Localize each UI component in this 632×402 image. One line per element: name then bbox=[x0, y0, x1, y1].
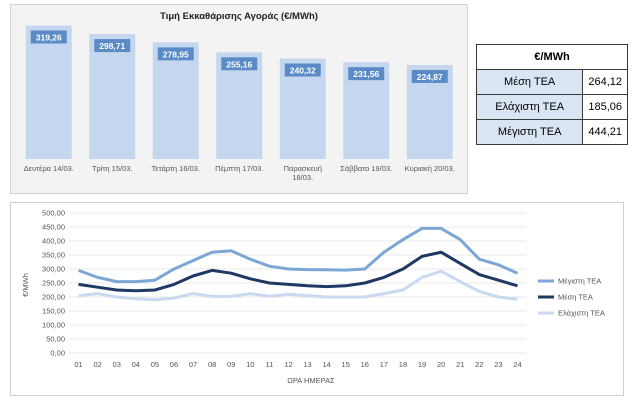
bar-value-label-bg bbox=[284, 63, 321, 77]
y-tick-label: 450,00 bbox=[42, 223, 65, 232]
x-tick-label: 21 bbox=[456, 360, 464, 369]
category-label: 18/03. bbox=[292, 173, 313, 182]
row-value-max: 444,21 bbox=[582, 119, 628, 145]
legend-label: Μέγιστη ΤΕΑ bbox=[558, 277, 601, 286]
line-series-group bbox=[77, 226, 519, 302]
category-label: Τετάρτη 16/03. bbox=[151, 164, 200, 173]
category-label: Τρίτη 15/03. bbox=[92, 164, 133, 173]
bar-value-label: 255,16 bbox=[226, 59, 252, 69]
category-label: Παρασκευή bbox=[284, 164, 322, 173]
bar-value-label: 319,26 bbox=[36, 32, 62, 42]
x-tick-label: 12 bbox=[284, 360, 292, 369]
y-tick-labels: 0,00 50,00 100,00 150,00 200,00 250,00 300,00 3… bbox=[42, 209, 65, 358]
bar-value-label: 240,32 bbox=[290, 66, 316, 76]
y-tick-label: 200,00 bbox=[42, 293, 65, 302]
x-tick-label: 15 bbox=[342, 360, 350, 369]
x-tick-label: 08 bbox=[208, 360, 216, 369]
y-tick-label: 350,00 bbox=[42, 251, 65, 260]
bar-value-label: 231,56 bbox=[353, 69, 379, 79]
table-header-row: €/MWh bbox=[476, 44, 628, 70]
hourly-tea-line-chart: 0,00 50,00 100,00 150,00 200,00 250,00 300,00 3… bbox=[21, 209, 605, 386]
tea-stats-table: €/MWh Μέση ΤΕΑ 264,12 Ελάχιστη ΤΕΑ 185,0… bbox=[475, 44, 628, 145]
series-line bbox=[78, 269, 518, 302]
x-tick-label: 18 bbox=[399, 360, 407, 369]
y-tick-label: 300,00 bbox=[42, 265, 65, 274]
bar bbox=[89, 34, 136, 159]
row-label-mean: Μέση ΤΕΑ bbox=[475, 69, 584, 95]
bar-chart-title: Τιμή Εκκαθάρισης Αγοράς (€/MWh) bbox=[160, 11, 318, 22]
bar-value-label: 298,71 bbox=[99, 41, 125, 51]
x-tick-label: 06 bbox=[170, 360, 178, 369]
category-label: Δευτέρα 14/03. bbox=[24, 164, 74, 173]
bar-value-label-bg bbox=[30, 30, 67, 44]
x-tick-label: 13 bbox=[303, 360, 311, 369]
x-tick-label: 17 bbox=[380, 360, 388, 369]
x-tick-label: 03 bbox=[113, 360, 121, 369]
bar-value-label-bg bbox=[94, 39, 131, 53]
table-row: Ελάχιστη ΤΕΑ 185,06 bbox=[475, 94, 628, 120]
y-tick-label: 400,00 bbox=[42, 237, 65, 246]
bar-value-label: 224,87 bbox=[417, 72, 443, 82]
x-tick-label: 11 bbox=[265, 360, 273, 369]
x-tick-label: 14 bbox=[322, 360, 330, 369]
y-tick-label: 0,00 bbox=[50, 349, 65, 358]
x-tick-label: 05 bbox=[151, 360, 159, 369]
legend-label: Μέση ΤΕΑ bbox=[558, 293, 593, 302]
x-tick-label: 07 bbox=[189, 360, 197, 369]
table-header: €/MWh bbox=[476, 44, 628, 70]
bar-value-label-bg bbox=[157, 47, 194, 61]
x-tick-label: 23 bbox=[494, 360, 502, 369]
y-tick-label: 500,00 bbox=[42, 209, 65, 218]
x-tick-label: 04 bbox=[132, 360, 140, 369]
row-value-min: 185,06 bbox=[582, 94, 628, 120]
y-axis-label: €/MWh bbox=[21, 273, 30, 297]
table-row: Μέγιστη ΤΕΑ 444,21 bbox=[475, 119, 628, 145]
bar bbox=[25, 25, 72, 159]
category-label: Κυριακή 20/03. bbox=[405, 164, 455, 173]
x-tick-label: 10 bbox=[246, 360, 254, 369]
x-tick-label: 20 bbox=[437, 360, 445, 369]
x-tick-label: 02 bbox=[93, 360, 101, 369]
chart-legend: Μέγιστη ΤΕΑ Μέση ΤΕΑ Ελάχιστη ΤΕΑ bbox=[538, 277, 605, 318]
row-label-min: Ελάχιστη ΤΕΑ bbox=[475, 94, 584, 120]
y-gridlines bbox=[69, 212, 527, 354]
x-tick-label: 09 bbox=[227, 360, 235, 369]
row-value-mean: 264,12 bbox=[582, 69, 628, 95]
legend-label: Ελάχιστη ΤΕΑ bbox=[558, 309, 605, 318]
x-tick-label: 16 bbox=[361, 360, 369, 369]
bar-value-label-bg bbox=[348, 67, 385, 81]
y-tick-label: 150,00 bbox=[42, 307, 65, 316]
x-axis-label: ΩΡΑ ΗΜΕΡΑΣ bbox=[287, 376, 335, 385]
bar-series: 319,26 Δευτέρα 14/03. 298,71 Τρίτη 15/03. 27… bbox=[24, 25, 455, 182]
x-tick-label: 22 bbox=[475, 360, 483, 369]
price-bar-chart: Τιμή Εκκαθάρισης Αγοράς (€/MWh) 319,26 Δε… bbox=[24, 11, 455, 182]
series-line bbox=[78, 250, 518, 293]
bar-value-label: 278,95 bbox=[163, 49, 189, 59]
y-tick-label: 250,00 bbox=[42, 279, 65, 288]
price-bar-chart-panel: Τιμή Εκκαθάρισης Αγοράς (€/MWh) 319,26 Δε… bbox=[10, 4, 468, 194]
table-row: Μέση ΤΕΑ 264,12 bbox=[475, 69, 628, 95]
x-tick-label: 01 bbox=[74, 360, 82, 369]
x-tick-label: 24 bbox=[513, 360, 521, 369]
category-label: Σάββατο 19/03. bbox=[340, 164, 392, 173]
series-line bbox=[77, 226, 519, 284]
category-label: Πέμπτη 17/03. bbox=[215, 164, 263, 173]
x-tick-labels: 01 02 03 04 05 06 07 08 09 10 11 12 13 14 15 16 17 18 19 20… bbox=[74, 360, 521, 369]
hourly-tea-line-chart-panel: 0,00 50,00 100,00 150,00 200,00 250,00 300,00 3… bbox=[10, 202, 624, 396]
bar-value-label-bg bbox=[411, 69, 448, 83]
bar bbox=[152, 42, 199, 159]
bar-value-label-bg bbox=[221, 57, 258, 71]
row-label-max: Μέγιστη ΤΕΑ bbox=[475, 119, 584, 145]
y-tick-label: 100,00 bbox=[42, 321, 65, 330]
y-tick-label: 50,00 bbox=[46, 335, 65, 344]
x-tick-label: 19 bbox=[418, 360, 426, 369]
